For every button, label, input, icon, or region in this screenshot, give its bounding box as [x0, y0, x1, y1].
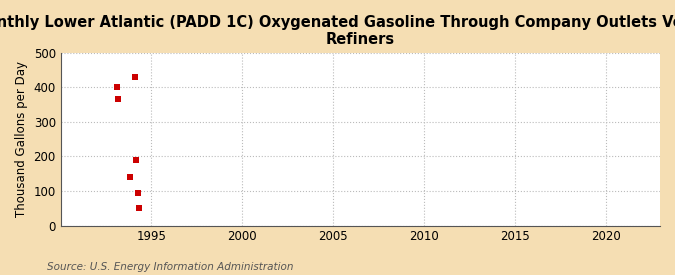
Title: Monthly Lower Atlantic (PADD 1C) Oxygenated Gasoline Through Company Outlets Vol: Monthly Lower Atlantic (PADD 1C) Oxygena… — [0, 15, 675, 47]
Text: Source: U.S. Energy Information Administration: Source: U.S. Energy Information Administ… — [47, 262, 294, 272]
Y-axis label: Thousand Gallons per Day: Thousand Gallons per Day — [15, 61, 28, 217]
